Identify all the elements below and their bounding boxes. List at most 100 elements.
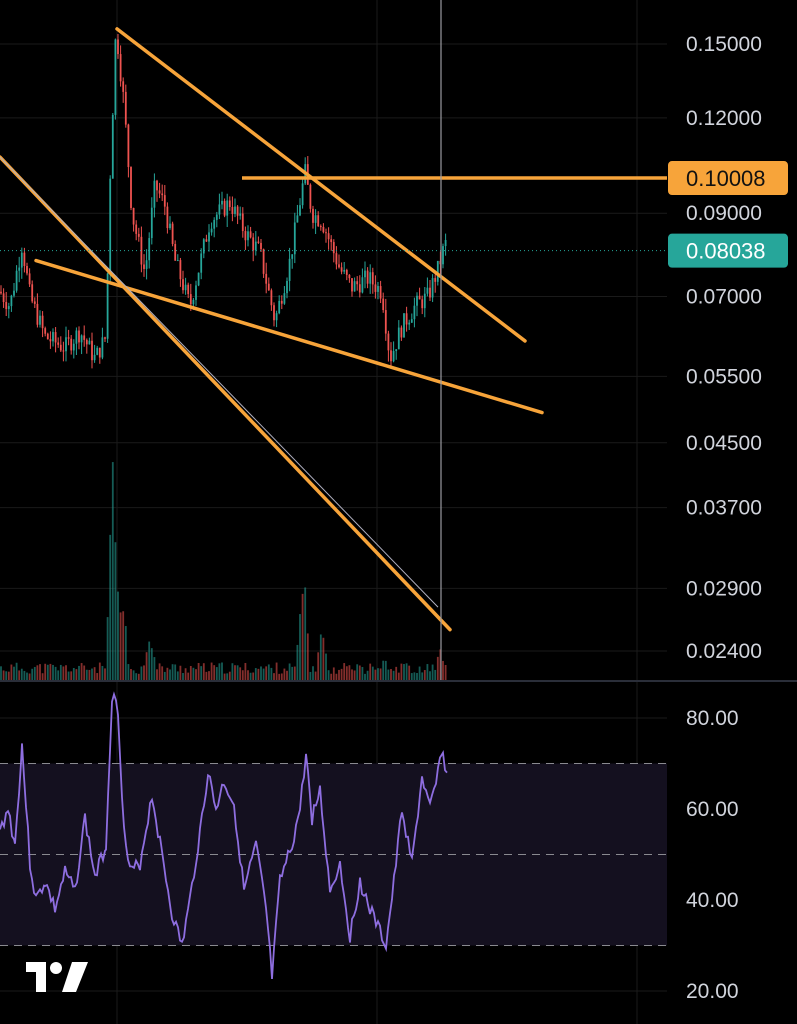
candle-body [228,200,231,208]
candle-body [387,333,390,351]
volume-bar [241,670,244,681]
candle-body [208,232,210,242]
volume-bar [254,668,257,681]
candle-body [166,206,169,229]
candle-body [39,315,41,325]
volume-bar [44,663,47,681]
volume-bar [319,634,322,681]
candle-body [236,206,239,216]
volume-bar [96,673,99,681]
candle-body [395,349,398,352]
volume-bar [114,542,117,681]
candle-body [340,267,343,272]
volume-bar [179,665,182,681]
candle-body [384,310,387,334]
volume-bar [210,662,213,681]
candle-body [221,200,223,205]
candle-body [200,253,203,273]
candle-body [31,284,34,302]
volume-bar [374,669,377,681]
volume-bar [231,663,234,681]
candle-body [111,114,114,179]
volume-bar [262,668,265,681]
candle-body [93,354,96,361]
volume-bar [75,669,78,681]
candle-body [5,302,8,310]
volume-bar [408,665,411,681]
volume-bar [434,669,437,681]
candle-body [327,233,330,240]
candle-body [423,293,426,309]
volume-bar [330,673,333,681]
candle-body [57,342,60,345]
rsi-band [0,763,667,946]
volume-bar [195,669,197,681]
volume-bar [171,664,174,681]
candle-body [104,337,106,339]
volume-bar [187,672,190,681]
candle-body [319,226,322,228]
volume-bar [332,667,335,681]
volume-bar [70,671,73,681]
trendline-upper-resistance[interactable] [115,27,527,343]
volume-bar [410,673,413,681]
volume-bar [304,587,307,681]
candle-body [156,180,158,191]
candle-body [0,291,2,294]
volume-bar [291,666,294,681]
candle-body [122,81,125,92]
volume-bars [0,462,447,681]
rsi-axis[interactable]: 80.00 60.00 40.00 20.00 [686,707,739,1003]
tradingview-logo-icon[interactable] [22,958,92,998]
volume-bar [166,667,169,681]
volume-bar [156,669,158,681]
trendline-thin[interactable] [0,156,439,608]
candle-body [374,284,377,292]
volume-bar [361,666,364,681]
volume-bar [418,666,421,681]
volume-bar [169,669,171,681]
candle-body [205,239,208,242]
candle-body [226,200,229,216]
price-axis[interactable]: 0.15000 0.12000 0.09000 0.07000 0.05500 0.045… [686,33,762,663]
volume-bar [397,672,400,681]
volume-bar [228,671,231,681]
trendline-steep-descending[interactable] [0,155,452,632]
volume-bar [137,673,140,681]
volume-bar [104,668,106,681]
volume-bar [72,667,75,681]
candle-body [345,269,348,275]
candle-body [85,339,88,345]
volume-bar [62,666,65,681]
volume-bar [226,673,229,681]
volume-bar [257,668,260,681]
volume-bar [158,663,161,681]
candle-body [257,241,260,243]
volume-bar [80,663,83,681]
volume-bar [36,665,39,681]
candle-body [366,270,369,284]
volume-bar [91,668,93,681]
candle-body [41,315,44,329]
candle-body [78,330,80,343]
price-tick-label: 0.02900 [686,577,762,600]
volume-bar [234,665,236,681]
candle-body [176,260,179,262]
volume-bar [338,669,340,681]
candle-body [364,270,366,278]
candle-body [10,295,13,307]
volume-bar [85,669,88,681]
rsi-tick-label: 80.00 [686,707,739,730]
candle-body [410,319,413,323]
candle-body [88,340,91,345]
price-badges: 0.10008 0.08038 [668,161,788,268]
candle-body [218,204,221,215]
candle-body [429,287,431,298]
volume-bar [221,662,223,681]
volume-bar [382,660,385,681]
volume-bar [202,663,205,681]
volume-bar [244,662,247,681]
candle-body [153,180,156,208]
candlestick-series [0,33,447,369]
candle-body [119,54,122,82]
